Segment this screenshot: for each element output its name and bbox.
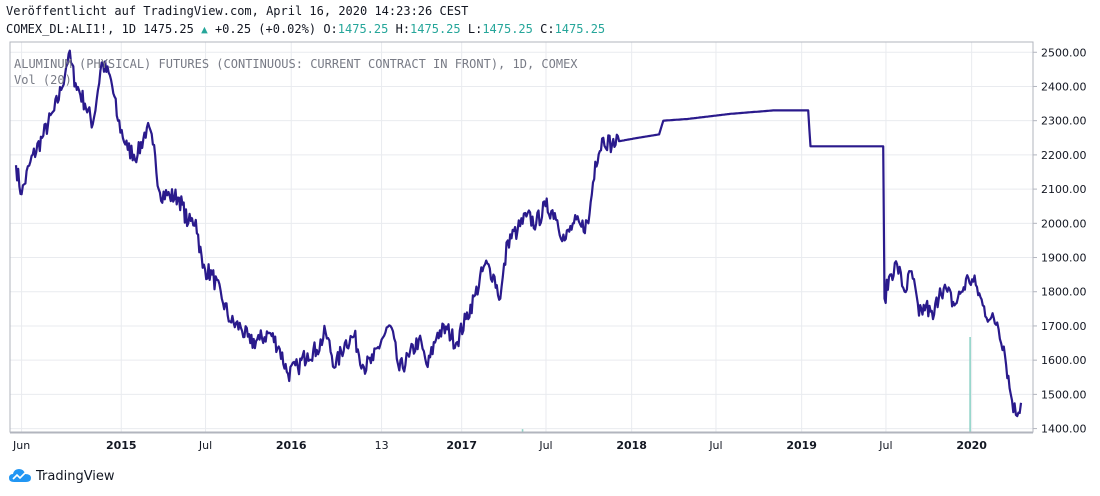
price-line xyxy=(14,49,1023,418)
x-tick-label: Jul xyxy=(538,439,552,452)
x-tick-label: 2015 xyxy=(106,439,137,452)
y-tick-label: 2500.00 xyxy=(1041,46,1087,59)
high-label: H: xyxy=(395,22,411,36)
x-tick-label: 2016 xyxy=(276,439,307,452)
open-label: O: xyxy=(323,22,338,36)
x-tick-label: 2018 xyxy=(616,439,647,452)
x-tick-label: 2020 xyxy=(956,439,987,452)
y-tick-label: 2200.00 xyxy=(1041,149,1087,162)
brand-name: TradingView xyxy=(36,468,115,484)
low-value: 1475.25 xyxy=(482,22,533,36)
chart-legend: ALUMINUM (PHYSICAL) FUTURES (CONTINUOUS:… xyxy=(14,56,578,88)
plot-border xyxy=(9,41,1034,433)
high-value: 1475.25 xyxy=(410,22,461,36)
price-axis[interactable]: 1400.00 1500.00 1600.00 1700.00 1800.00 1900.… xyxy=(1033,46,1087,436)
change-value: +0.25 (+0.02%) xyxy=(214,22,317,36)
volume-bars xyxy=(521,337,971,432)
open-value: 1475.25 xyxy=(337,22,389,36)
x-tick-label: 2019 xyxy=(786,439,817,452)
close-label: C: xyxy=(540,22,555,36)
volume-label: Vol (20) xyxy=(14,73,72,87)
y-tick-label: 1600.00 xyxy=(1041,354,1087,367)
symbol-info-line: COMEX_DL:ALI1!, 1D 1475.25 ▲ +0.25 (+0.0… xyxy=(6,22,605,36)
series-title: ALUMINUM (PHYSICAL) FUTURES (CONTINUOUS:… xyxy=(14,57,578,71)
y-tick-label: 1500.00 xyxy=(1041,388,1087,401)
x-tick-label: Jul xyxy=(708,439,722,452)
volume-bar xyxy=(969,337,971,432)
tradingview-logo[interactable]: TradingView xyxy=(8,468,115,484)
close-value: 1475.25 xyxy=(554,22,606,36)
x-tick-label: Jul xyxy=(878,439,892,452)
x-tick-label: 2017 xyxy=(446,439,477,452)
up-triangle-icon: ▲ xyxy=(201,23,208,36)
y-tick-label: 1700.00 xyxy=(1041,320,1087,333)
x-tick-label: Jul xyxy=(198,439,212,452)
x-tick-label: Jun xyxy=(12,439,30,452)
y-tick-label: 2400.00 xyxy=(1041,80,1087,93)
volume-bar xyxy=(521,429,524,432)
y-tick-label: 2300.00 xyxy=(1041,115,1087,128)
y-tick-label: 1400.00 xyxy=(1041,423,1087,436)
y-tick-label: 1800.00 xyxy=(1041,286,1087,299)
symbol-label[interactable]: COMEX_DL:ALI1!, 1D 1475.25 xyxy=(6,22,194,36)
low-label: L: xyxy=(467,22,483,36)
published-line: Veröffentlicht auf TradingView.com, Apri… xyxy=(6,4,469,18)
time-axis[interactable]: Jun 2015 Jul 2016 13 2017 Jul 2018 Jul 2019 Jul 202… xyxy=(10,432,1033,452)
y-tick-label: 1900.00 xyxy=(1041,252,1087,265)
y-tick-label: 2000.00 xyxy=(1041,217,1087,230)
y-tick-label: 2100.00 xyxy=(1041,183,1087,196)
x-tick-label: 13 xyxy=(375,439,389,452)
chart-grid xyxy=(10,42,1033,432)
cloud-icon xyxy=(9,469,31,482)
